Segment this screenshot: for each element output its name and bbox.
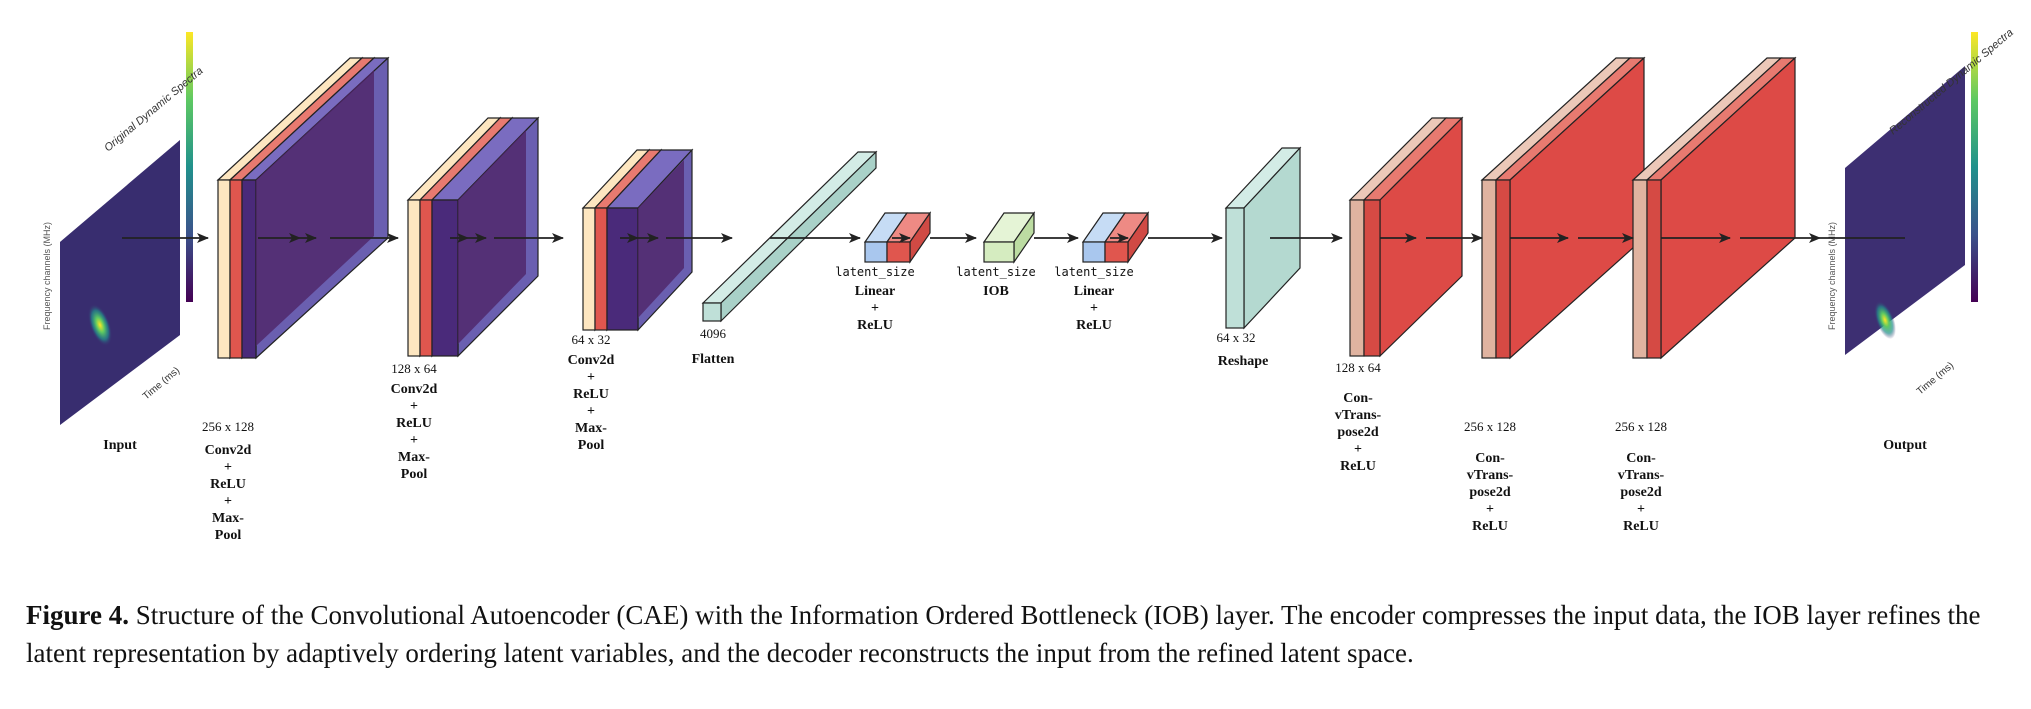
encoder-block-2 [406,116,540,358]
encoder-block-1 [216,56,390,360]
flatten-dim: 4096 [700,326,726,341]
cae-diagram: Original Dynamic Spectra Time (ms) Frequ… [42,27,2016,425]
input-signal-blob [87,304,113,346]
reshape-dim: 64 x 32 [1216,330,1256,345]
output-plot-ylabel: Frequency channels (MHz) [1827,222,1837,330]
output-label: Output [1883,438,1927,453]
figure-caption: Figure 4. Structure of the Convolutional… [26,596,2016,672]
iob-block [982,211,1036,264]
linear2-size: latent_size [1054,265,1134,279]
dec3-dim: 256 x 128 [1615,419,1667,434]
enc3-dim: 64 x 32 [571,332,611,347]
iob-size: latent_size [956,265,1036,279]
input-spectra: Original Dynamic Spectra Time (ms) Frequ… [42,32,205,425]
flatten-bar [701,150,878,323]
linear2-op-label: Linear + ReLU [1073,284,1115,333]
output-spectra: Reconstructed Dynamic Spectra Time (ms) … [1827,27,2016,398]
enc1-op-label: Conv2d + ReLU + Max- Pool [204,443,252,543]
linear-1-block [863,211,932,264]
linear-2-block [1081,211,1150,264]
input-plot-ylabel: Frequency channels (MHz) [42,222,52,330]
enc2-op-label: Conv2d + ReLU + Max- Pool [390,382,438,482]
reshape-label: Reshape [1217,354,1269,369]
decoder-block-1 [1348,116,1464,358]
input-spectra-plane [60,140,180,425]
input-label: Input [103,438,137,453]
dec2-dim: 256 x 128 [1464,419,1516,434]
output-plot-xlabel: Time (ms) [1915,360,1956,397]
encoder-block-3 [581,148,694,332]
output-signal-blob [1874,300,1896,340]
input-colorbar [186,32,193,302]
dec1-op-label: Con-vTrans-pose2d + ReLU [1334,391,1382,474]
enc1-plate-purple [240,56,390,360]
output-spectra-plane [1845,66,1965,355]
iob-op-label: IOB [983,284,1009,299]
caption-figure-number: Figure 4. [26,600,129,630]
input-plot-xlabel: Time (ms) [141,365,182,402]
dec2-op-label: Con-vTrans-pose2d + ReLU [1466,451,1514,534]
enc3-op-label: Conv2d + ReLU + Max- Pool [567,353,615,453]
decoder-block-3 [1631,56,1797,360]
output-colorbar [1971,32,1978,302]
linear1-size: latent_size [835,265,915,279]
decoder-block-2 [1480,56,1646,360]
linear1-op-label: Linear + ReLU [854,284,896,333]
flatten-label: Flatten [691,352,735,367]
dec3-op-label: Con-vTrans-pose2d + ReLU [1617,451,1665,534]
enc1-dim: 256 x 128 [202,419,254,434]
dec1-dim: 128 x 64 [1335,360,1381,375]
caption-text: Structure of the Convolutional Autoencod… [26,600,1981,668]
enc2-dim: 128 x 64 [391,361,437,376]
